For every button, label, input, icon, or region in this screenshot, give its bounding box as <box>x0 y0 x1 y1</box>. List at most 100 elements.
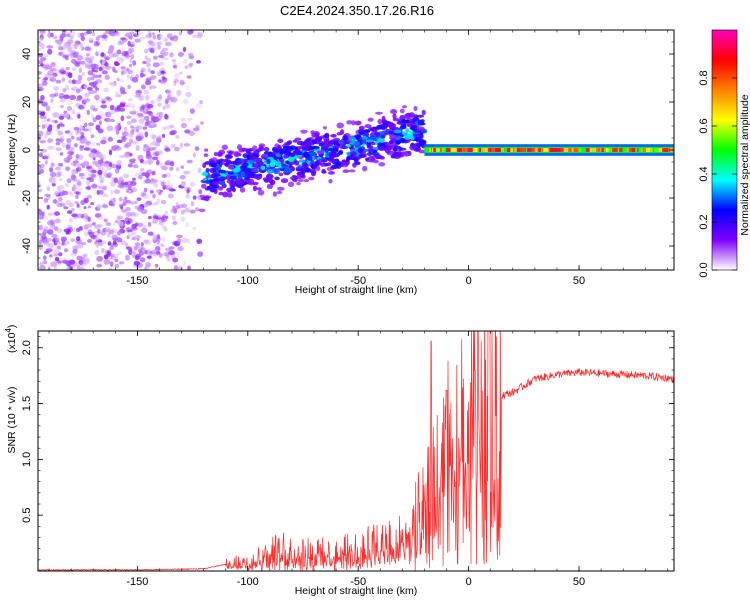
noise-blob <box>160 70 165 74</box>
noise-blob <box>192 226 197 231</box>
noise-blob <box>162 252 170 257</box>
noise-blob <box>59 98 67 103</box>
noise-blob <box>139 257 146 263</box>
band-blob <box>252 145 258 151</box>
noise-blob <box>98 111 104 116</box>
noise-blob <box>127 47 135 53</box>
noise-blob <box>159 34 164 39</box>
carrier-segment <box>644 148 650 152</box>
y-tick-label: 40 <box>21 48 33 60</box>
noise-blob <box>152 193 156 199</box>
band-blob <box>293 160 300 166</box>
noise-blob <box>108 47 114 54</box>
noise-blob <box>162 214 167 219</box>
noise-blob <box>89 147 93 152</box>
noise-blob <box>85 257 90 263</box>
band-blob <box>361 139 367 144</box>
snr-series-line <box>38 331 674 571</box>
noise-blob <box>147 47 154 52</box>
noise-blob <box>55 237 60 241</box>
noise-blob <box>103 218 108 223</box>
noise-blob <box>181 237 189 244</box>
noise-blob <box>40 57 47 62</box>
band-blob <box>398 147 407 151</box>
noise-blob <box>88 152 96 159</box>
noise-blob <box>138 118 145 125</box>
noise-blob <box>48 124 53 129</box>
noise-blob <box>128 138 133 144</box>
noise-blob <box>146 176 150 181</box>
noise-blob <box>39 37 44 42</box>
noise-blob <box>142 160 149 165</box>
noise-blob <box>56 202 63 208</box>
noise-blob <box>86 177 92 181</box>
noise-blob <box>90 169 97 174</box>
band-blob <box>253 162 259 168</box>
band-blob <box>311 132 320 138</box>
noise-blob <box>76 203 80 208</box>
noise-blob <box>179 71 183 75</box>
noise-blob <box>126 227 131 233</box>
band-blob <box>330 147 339 154</box>
band-blob <box>272 147 278 153</box>
noise-blob <box>38 239 43 246</box>
noise-blob <box>158 192 162 196</box>
noise-blob <box>86 87 93 91</box>
noise-blob <box>130 53 135 60</box>
noise-blob <box>39 261 44 267</box>
noise-blob <box>75 51 79 55</box>
band-blob <box>393 151 399 157</box>
noise-blob <box>133 245 139 251</box>
band-blob <box>316 150 325 155</box>
noise-blob <box>101 185 108 191</box>
noise-blob <box>51 62 56 65</box>
noise-blob <box>54 86 59 92</box>
noise-blob <box>71 86 78 90</box>
noise-blob <box>185 194 190 199</box>
band-blob <box>283 153 290 159</box>
noise-blob <box>75 129 79 136</box>
noise-blob <box>155 241 162 248</box>
band-blob <box>218 173 226 178</box>
noise-blob <box>96 190 100 195</box>
noise-blob <box>168 187 174 192</box>
noise-blob <box>185 84 191 91</box>
band-blob <box>369 133 375 138</box>
noise-blob <box>154 265 158 270</box>
noise-blob <box>55 166 61 171</box>
band-blob <box>373 159 379 164</box>
noise-blob <box>94 249 100 256</box>
noise-blob <box>190 201 195 207</box>
snr-y-axis-title: SNR (10 * v/v) <box>6 386 18 453</box>
noise-blob <box>75 79 82 85</box>
noise-blob <box>174 251 181 256</box>
noise-blob <box>175 92 182 97</box>
noise-blob <box>199 100 203 105</box>
band-blob <box>358 125 365 131</box>
noise-blob <box>63 94 70 99</box>
noise-blob <box>188 62 194 67</box>
carrier-segment <box>500 148 504 152</box>
noise-blob <box>49 225 54 231</box>
x-tick-label: -50 <box>350 576 366 588</box>
band-blob <box>395 140 401 145</box>
noise-blob <box>125 187 130 193</box>
band-blob <box>348 169 356 173</box>
colorbar-ticks: 0.0 0.2 0.4 0.6 0.8 <box>698 70 737 278</box>
noise-blob <box>54 120 58 124</box>
noise-blob <box>81 71 85 77</box>
x-tick-label: 50 <box>573 576 585 588</box>
noise-blob <box>92 31 96 37</box>
noise-blob <box>95 36 100 41</box>
carrier-segment <box>526 148 533 152</box>
noise-blob <box>142 60 147 65</box>
band-blob <box>377 145 384 151</box>
noise-blob <box>105 222 112 226</box>
band-blob <box>297 179 305 182</box>
noise-blob <box>45 105 51 112</box>
noise-blob <box>97 169 103 175</box>
noise-blob <box>104 56 110 61</box>
noise-blob <box>157 102 162 107</box>
noise-blob <box>98 66 103 72</box>
snr-multiplier-base: (x10 <box>6 332 18 353</box>
